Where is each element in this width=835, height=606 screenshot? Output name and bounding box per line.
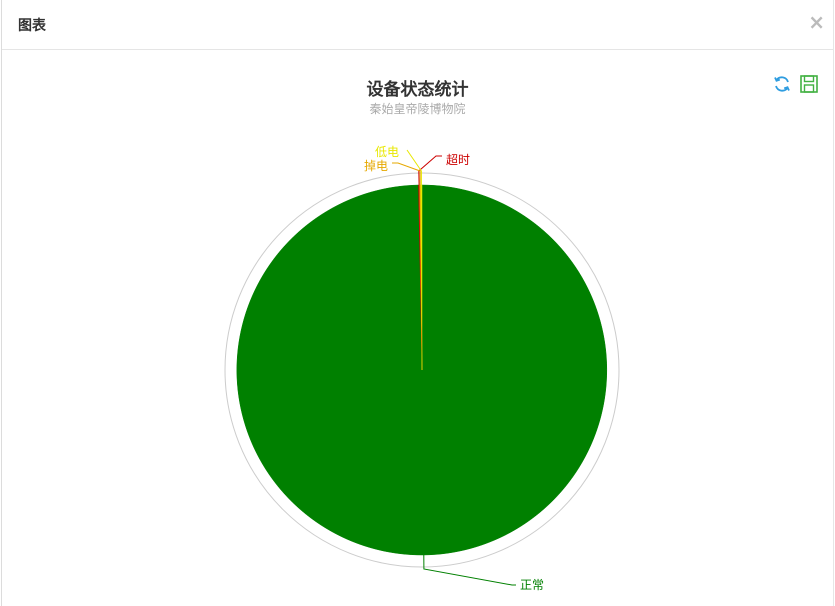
save-as-image-icon[interactable] [799,74,819,94]
pie-outer-ring [224,172,620,568]
chart-subtitle: 秦始皇帝陵博物院 [369,102,466,116]
pie-label-3: 低电 [375,145,399,159]
pie-label-line-2 [392,162,421,186]
chart-title: 设备状态统计 [366,80,469,100]
close-icon[interactable]: × [808,10,825,34]
pie-label-0: 正常 [520,578,544,592]
pie-label-line-0 [423,554,516,586]
refresh-icon[interactable] [772,74,792,94]
pie-label-1: 超时 [446,152,470,167]
pie-label-line-1 [418,155,442,186]
pie-label-line-3 [406,149,422,185]
dialog-title: 图表 [18,18,46,34]
pie-label-2: 掉电 [364,159,388,173]
dialog-header: 图表 × [2,0,833,50]
